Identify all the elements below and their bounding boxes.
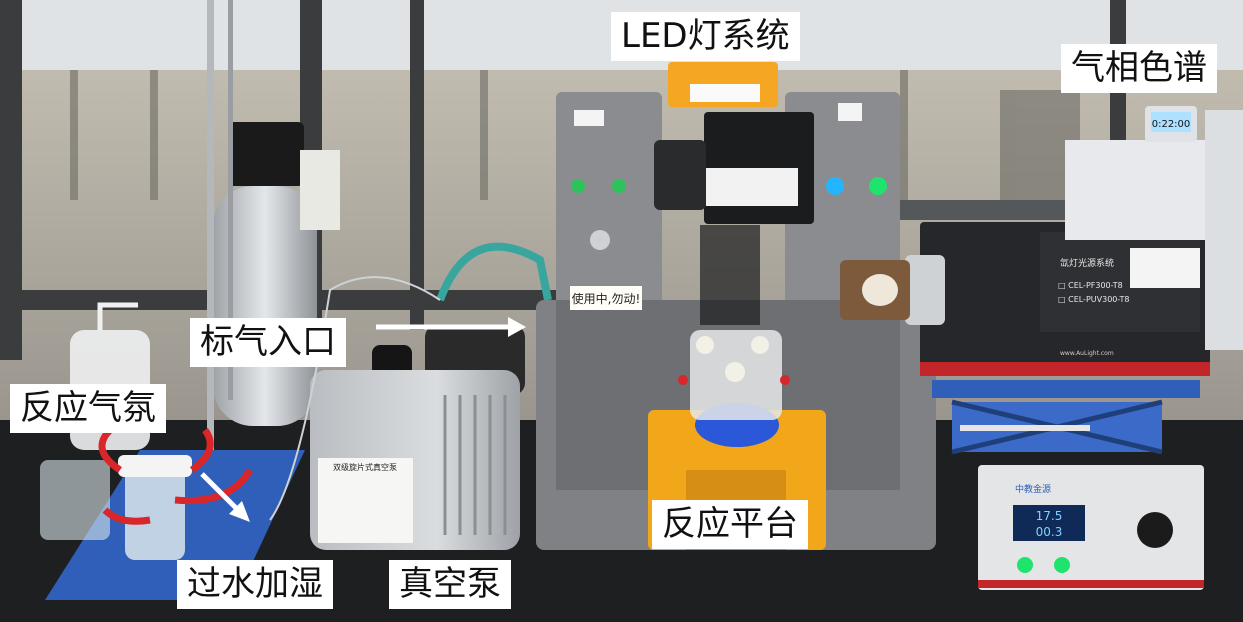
humidifier-stand — [40, 427, 305, 600]
label-reaction-platform: 反应平台 — [652, 500, 808, 549]
led-lamp — [654, 62, 814, 325]
in-use-note: 使用中,勿动! — [572, 291, 641, 306]
controller-brand: 中教金源 — [1015, 483, 1051, 495]
label-standard-gas-inlet: 标气入口 — [190, 318, 346, 367]
power-controller: 中教金源 17.5 00.3 — [978, 465, 1204, 590]
source-url: www.AuLight.com — [1060, 350, 1114, 357]
source-model-1: □ CEL-PF300-T8 — [1058, 281, 1123, 290]
label-vacuum-pump: 真空泵 — [389, 560, 511, 609]
readout-top: 17.5 — [1036, 509, 1063, 523]
vacuum-pump: 双级旋片式真空泵 — [310, 325, 525, 550]
timer-display: 0:22:00 — [1152, 119, 1191, 130]
source-model-2: □ CEL-PUV300-T8 — [1058, 295, 1130, 304]
humidifier-arrow-head — [229, 501, 250, 522]
inlet-arrow-head — [508, 317, 526, 337]
label-led-system: LED灯系统 — [611, 12, 800, 61]
pump-nameplate: 双级旋片式真空泵 — [333, 462, 397, 472]
retort-stand — [207, 0, 233, 470]
label-humidification: 过水加湿 — [177, 560, 333, 609]
annotation-arrows — [200, 317, 526, 522]
label-gas-chromatograph: 气相色谱 — [1061, 44, 1217, 93]
lab-jack — [932, 380, 1200, 455]
label-reaction-atmosphere: 反应气氛 — [10, 384, 166, 433]
gas-chromatograph-unit: 0:22:00 — [1065, 106, 1243, 350]
light-source: 氙灯光源系统 □ CEL-PF300-T8 □ CEL-PUV300-T8 ww… — [840, 222, 1210, 376]
readout-bottom: 00.3 — [1036, 525, 1063, 539]
humidifier-arrow — [200, 472, 242, 514]
source-title: 氙灯光源系统 — [1060, 257, 1114, 269]
